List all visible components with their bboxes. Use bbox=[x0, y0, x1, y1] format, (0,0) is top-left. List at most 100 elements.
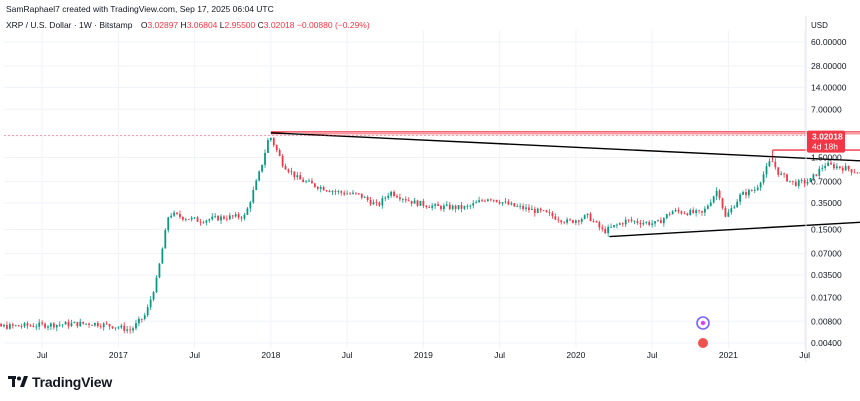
x-tick-label: Jul bbox=[799, 350, 810, 360]
candle-body bbox=[114, 327, 117, 329]
candle-body bbox=[343, 192, 346, 195]
y-tick-label: 0.07000 bbox=[811, 248, 842, 258]
candle-body bbox=[448, 204, 451, 210]
candle-body bbox=[316, 186, 319, 189]
candle-body bbox=[187, 219, 190, 221]
symbol-legend: XRP / U.S. Dollar · 1W · Bitstamp O3.028… bbox=[6, 20, 370, 30]
candle-body bbox=[269, 138, 272, 141]
candle-body bbox=[501, 202, 504, 204]
candle-body bbox=[17, 325, 20, 327]
candle-body bbox=[677, 209, 680, 212]
candle-body bbox=[14, 325, 17, 327]
candle-body bbox=[44, 323, 46, 328]
candle-body bbox=[6, 324, 8, 329]
candle-body bbox=[580, 218, 583, 222]
candle-body bbox=[120, 325, 123, 328]
candle-body bbox=[419, 200, 422, 206]
candle-body bbox=[595, 221, 598, 223]
symbol-name[interactable]: XRP / U.S. Dollar · 1W · Bitstamp bbox=[6, 20, 133, 30]
candle-body bbox=[507, 201, 510, 205]
candle-body bbox=[328, 190, 331, 192]
candle-body bbox=[621, 223, 624, 225]
candle-body bbox=[50, 323, 52, 327]
last-price-badge-bg bbox=[807, 130, 845, 153]
candle-body bbox=[360, 193, 363, 198]
candle-body bbox=[642, 222, 645, 225]
x-tick-label: 2018 bbox=[261, 350, 280, 360]
candle-body bbox=[20, 326, 23, 328]
close-label: C bbox=[257, 20, 264, 30]
candle-body bbox=[736, 201, 739, 208]
candle-body bbox=[698, 210, 700, 212]
x-tick-label: Jul bbox=[37, 350, 48, 360]
candle-body bbox=[745, 192, 747, 196]
candle-body bbox=[674, 209, 677, 212]
candle-body bbox=[683, 213, 686, 215]
chart-grid bbox=[4, 30, 806, 348]
candle-body bbox=[337, 191, 340, 192]
candle-body bbox=[179, 213, 181, 217]
candle-body bbox=[287, 169, 290, 172]
candle-body bbox=[762, 174, 765, 183]
candle-body bbox=[352, 192, 354, 194]
candle-body bbox=[410, 200, 413, 204]
candle-body bbox=[733, 207, 736, 209]
candle-body bbox=[434, 204, 437, 206]
candle-body bbox=[378, 202, 381, 206]
candle-body bbox=[313, 183, 316, 187]
candle-body bbox=[228, 215, 231, 220]
candle-body bbox=[237, 214, 240, 218]
candle-body bbox=[199, 221, 202, 223]
candle-body bbox=[586, 213, 589, 216]
candle-body bbox=[504, 201, 507, 203]
candle-body bbox=[173, 212, 175, 216]
candle-body bbox=[55, 324, 58, 328]
candle-body bbox=[284, 166, 287, 170]
candle-body bbox=[689, 209, 692, 216]
candle-body bbox=[551, 213, 554, 217]
candle-body bbox=[780, 173, 783, 175]
candle-body bbox=[668, 214, 671, 215]
candle-body bbox=[246, 208, 249, 215]
candle-body bbox=[583, 215, 586, 219]
candle-body bbox=[99, 326, 102, 328]
candle-body bbox=[211, 216, 214, 220]
candle-body bbox=[457, 205, 460, 209]
x-tick-label: Jul bbox=[647, 350, 658, 360]
candle-body bbox=[64, 321, 67, 325]
open-value: 3.02897 bbox=[147, 20, 179, 30]
high-label: H bbox=[180, 20, 187, 30]
candle-body bbox=[325, 190, 328, 192]
candle-body bbox=[138, 318, 140, 324]
candle-body bbox=[560, 220, 563, 223]
high-value: 3.06804 bbox=[186, 20, 218, 30]
candle-body bbox=[803, 180, 806, 184]
candle-body bbox=[748, 189, 750, 196]
y-tick-label: 0.00800 bbox=[811, 316, 842, 326]
candle-body bbox=[630, 219, 633, 222]
candle-body bbox=[431, 205, 434, 208]
candle-body bbox=[67, 321, 70, 327]
y-tick-label: 14.00000 bbox=[811, 83, 847, 93]
candle-body bbox=[830, 162, 832, 165]
candle-body bbox=[258, 171, 261, 181]
candle-body bbox=[466, 206, 469, 207]
candle-body bbox=[79, 321, 82, 327]
candle-body bbox=[70, 323, 73, 327]
candle-body bbox=[176, 212, 178, 214]
candle-body bbox=[85, 323, 88, 325]
candle-body bbox=[91, 324, 93, 326]
candle-body bbox=[701, 210, 703, 213]
candle-body bbox=[633, 221, 636, 222]
candle-body bbox=[607, 226, 610, 234]
candle-body bbox=[143, 315, 146, 319]
candle-body bbox=[680, 211, 683, 214]
candle-body bbox=[47, 326, 49, 328]
candle-body bbox=[202, 222, 205, 224]
candle-body bbox=[533, 208, 536, 213]
candle-body bbox=[454, 205, 457, 209]
candle-body bbox=[29, 325, 32, 327]
candle-body bbox=[308, 180, 310, 182]
